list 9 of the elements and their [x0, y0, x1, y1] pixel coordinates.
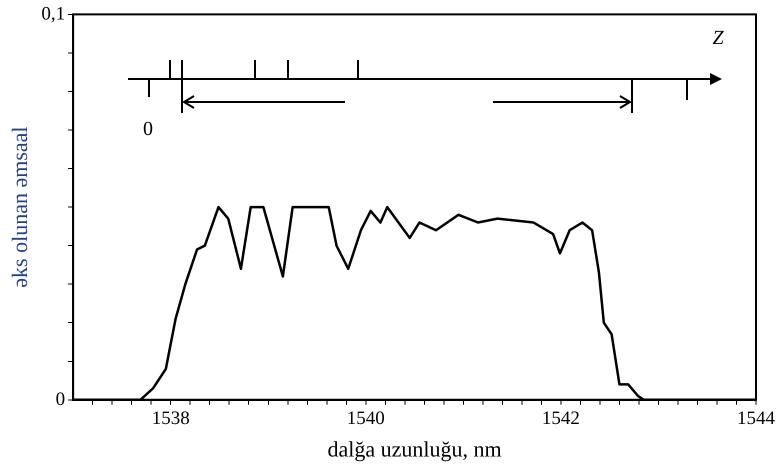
x-tick-label: 1544 [737, 408, 776, 430]
y-axis-title: əks olunan əmsaal [6, 126, 32, 288]
annotation: 0 [143, 118, 153, 140]
annotation: Z [712, 27, 724, 49]
y-tick-label: 0,1 [41, 3, 66, 24]
x-tick-label: 1540 [346, 408, 385, 430]
x-tick-label: 1542 [542, 408, 580, 430]
x-tick-label: 1538 [152, 408, 190, 430]
x-axis-title: dalğa uzunluğu, nm [328, 436, 502, 462]
